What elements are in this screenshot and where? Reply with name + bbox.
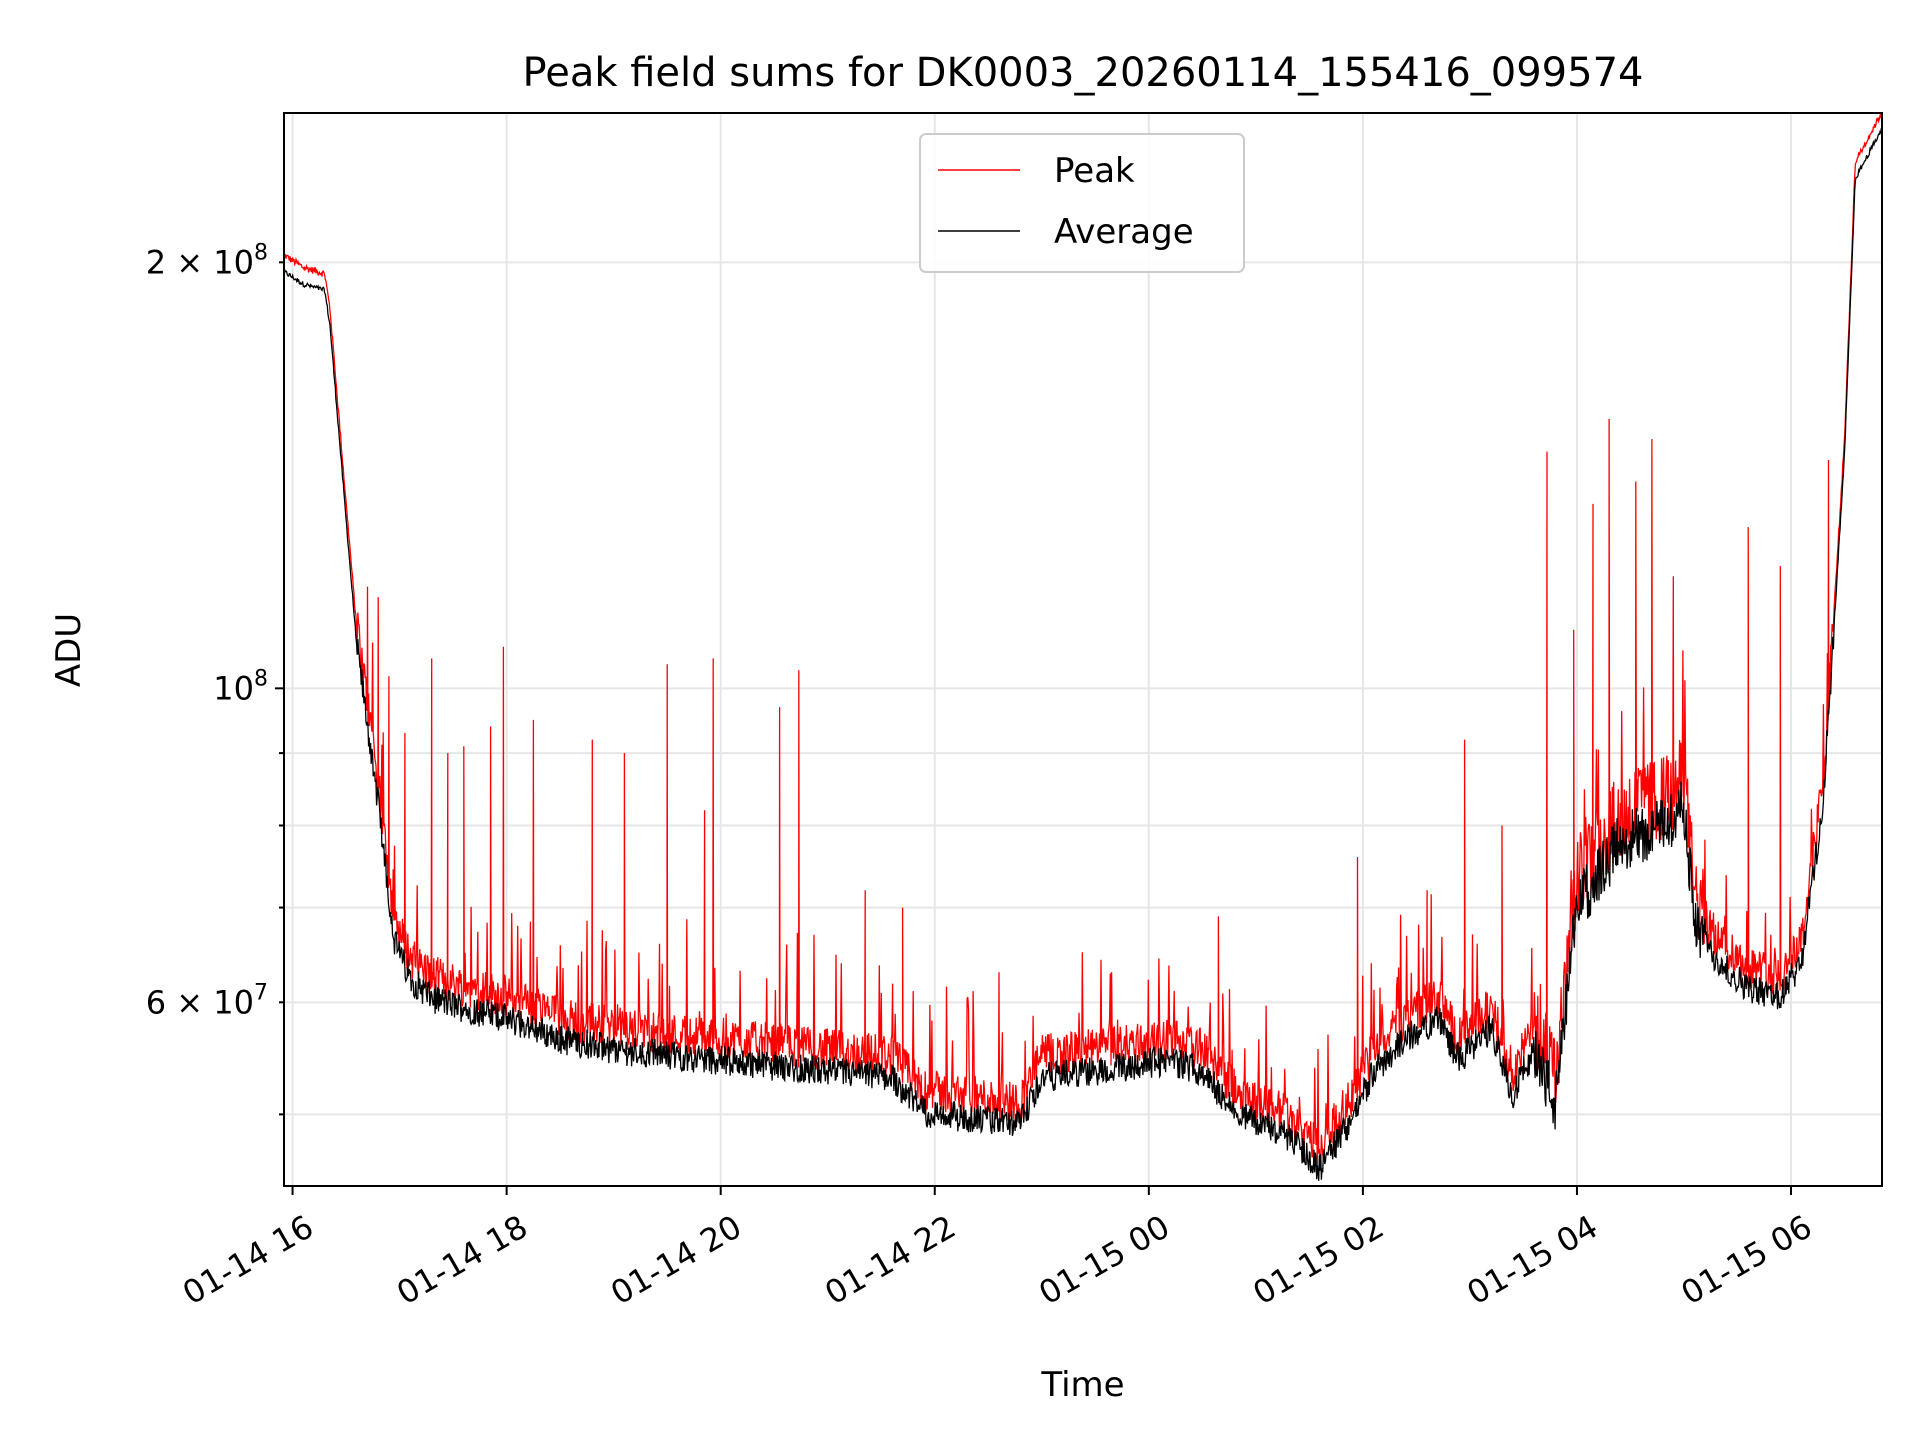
series-average-line (284, 127, 1882, 1181)
y-tick-label: 2 × 108 (146, 240, 268, 281)
series-layer (284, 113, 1882, 1181)
y-tick-label: 6 × 107 (146, 980, 268, 1021)
series-peak-line (284, 113, 1882, 1166)
legend-box (919, 133, 1245, 273)
chart-title: Peak field sums for DK0003_20260114_1554… (523, 50, 1644, 96)
plot-frame (283, 112, 1883, 1187)
legend-peak-label: Peak (1054, 151, 1135, 191)
y-tick-label: 108 (213, 666, 268, 707)
legend: Peak Average (919, 133, 1245, 273)
x-axis-label: Time (1040, 1365, 1124, 1405)
y-axis-label: ADU (49, 613, 89, 687)
legend-average-label: Average (1054, 212, 1194, 252)
